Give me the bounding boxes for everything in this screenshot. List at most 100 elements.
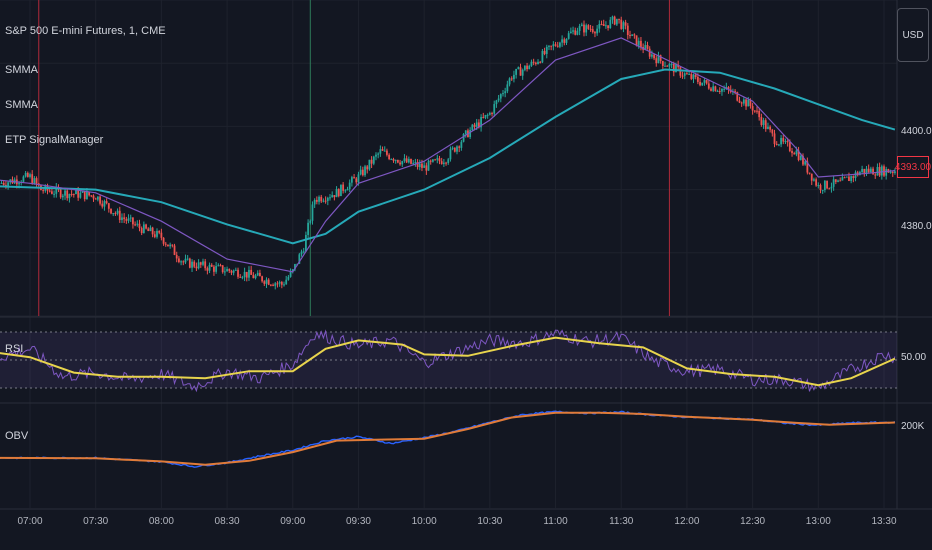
candle-down	[613, 16, 616, 25]
candle-down	[694, 74, 697, 77]
candle-up	[298, 254, 301, 264]
candle-down	[839, 180, 842, 182]
price-tick-label: 4380.00	[901, 221, 932, 232]
candle-up	[283, 284, 285, 286]
obv-pane-label[interactable]: OBV	[5, 430, 29, 442]
candle-down	[550, 45, 553, 47]
candle-down	[199, 262, 202, 265]
candle-down	[556, 45, 559, 47]
candle-down	[173, 245, 176, 255]
candle-down	[110, 208, 112, 214]
candle-up	[723, 88, 726, 90]
candle-up	[499, 94, 502, 99]
candle-down	[453, 147, 456, 152]
candle-up	[548, 45, 550, 47]
candle-up	[804, 161, 807, 165]
candle-down	[863, 168, 866, 174]
candle-up	[537, 61, 539, 64]
symbol-title[interactable]: S&P 500 E-mini Futures, 1, CME	[5, 25, 166, 37]
candle-down	[771, 129, 774, 134]
candle-down	[193, 261, 196, 267]
rsi-ma-line	[0, 336, 896, 387]
candle-up	[460, 141, 463, 148]
candle-up	[521, 69, 524, 76]
candle-up	[61, 195, 64, 198]
candle-down	[123, 217, 126, 220]
indicator-label-signal-manager[interactable]: ETP SignalManager	[5, 134, 104, 146]
candle-up	[55, 187, 58, 194]
candle-down	[802, 155, 804, 165]
candle-up	[186, 258, 189, 260]
candle-up	[436, 158, 439, 160]
candle-down	[874, 174, 877, 176]
rsi-pane-label[interactable]: RSI	[5, 343, 24, 355]
candle-down	[705, 80, 708, 84]
candle-up	[742, 99, 745, 104]
candle-down	[786, 141, 789, 143]
candle-down	[386, 150, 388, 155]
candle-up	[480, 116, 482, 128]
candle-up	[68, 193, 71, 199]
candle-up	[631, 34, 634, 36]
candle-up	[412, 162, 415, 164]
candle-up	[142, 224, 145, 234]
candle-up	[747, 99, 750, 107]
candle-up	[357, 174, 360, 183]
candle-down	[250, 269, 253, 275]
candle-up	[523, 65, 526, 70]
candle-down	[31, 174, 34, 184]
candle-up	[692, 74, 695, 79]
time-tick-label: 12:30	[740, 516, 766, 527]
candle-up	[486, 114, 489, 116]
candle-down	[272, 284, 274, 286]
candle-up	[578, 26, 581, 31]
candle-up	[191, 261, 193, 268]
candle-up	[432, 159, 434, 162]
candle-up	[688, 74, 691, 76]
candle-up	[506, 84, 509, 92]
candle-up	[515, 68, 518, 75]
candle-down	[77, 190, 80, 198]
time-tick-label: 11:30	[609, 516, 634, 527]
candle-down	[699, 81, 701, 86]
candle-down	[204, 261, 207, 269]
candle-up	[559, 42, 561, 47]
candle-up	[850, 176, 853, 182]
candle-up	[309, 220, 312, 223]
candle-down	[147, 228, 150, 232]
candle-up	[346, 188, 349, 191]
candle-down	[324, 200, 327, 202]
candle-down	[878, 167, 881, 176]
candle-up	[469, 130, 472, 138]
candle-down	[782, 137, 785, 142]
candle-down	[828, 188, 831, 190]
candle-down	[872, 168, 874, 175]
candle-up	[103, 201, 106, 207]
candle-up	[567, 33, 570, 39]
candle-down	[320, 196, 323, 202]
candle-down	[563, 39, 566, 43]
candle-down	[793, 153, 796, 155]
candle-down	[167, 244, 169, 247]
indicator-label-smma-slow[interactable]: SMMA	[5, 99, 38, 111]
candle-down	[710, 88, 712, 91]
currency-selector[interactable]: USD	[897, 8, 929, 62]
indicator-label-smma-fast[interactable]: SMMA	[5, 64, 38, 76]
candle-down	[114, 213, 117, 215]
candle-down	[59, 189, 62, 198]
candle-up	[274, 283, 277, 286]
candle-up	[22, 176, 25, 182]
candle-down	[648, 48, 651, 57]
candle-up	[335, 189, 338, 198]
candle-up	[650, 54, 653, 57]
candle-down	[891, 171, 894, 173]
candle-up	[609, 19, 612, 29]
candle-down	[681, 75, 684, 77]
candle-up	[127, 218, 130, 221]
candle-down	[151, 227, 154, 235]
time-tick-label: 13:30	[871, 516, 897, 527]
candle-up	[528, 65, 531, 70]
candle-down	[626, 25, 629, 36]
